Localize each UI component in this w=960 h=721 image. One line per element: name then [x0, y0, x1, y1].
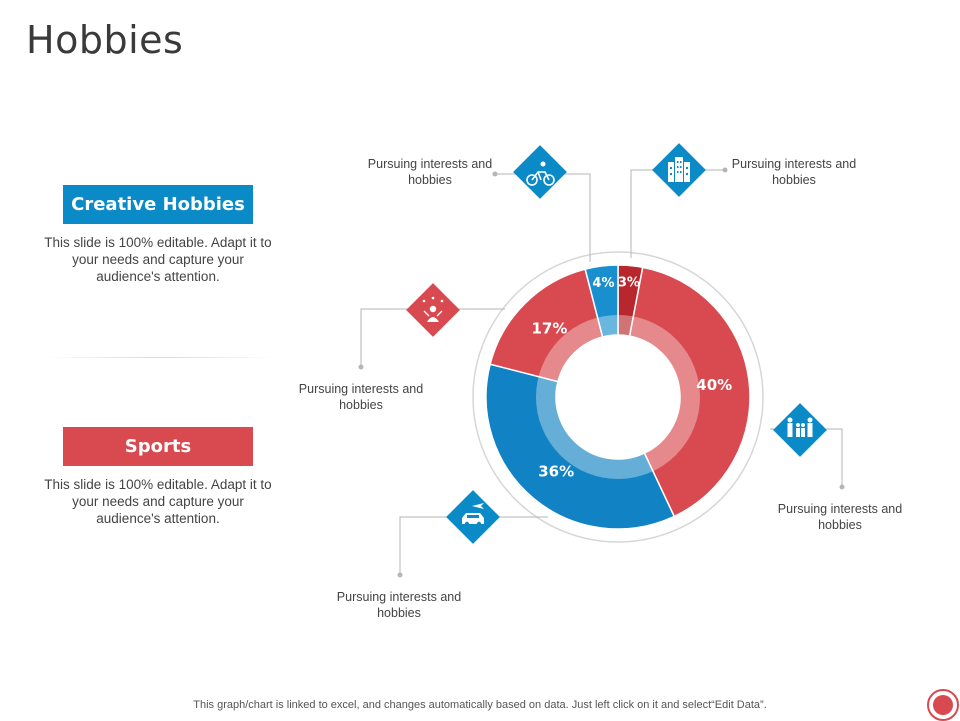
inner-ring [536, 315, 700, 479]
slice-label-0: 3% [618, 276, 640, 291]
slice-label-1: 40% [696, 376, 732, 394]
creative-hobbies-description: This slide is 100% editable. Adapt it to… [44, 235, 272, 284]
callout-cycling: Pursuing interests and hobbies [367, 157, 493, 187]
callout-buildings: Pursuing interests and hobbies [731, 157, 857, 187]
connector-dots [358, 167, 845, 578]
family-icon [773, 403, 827, 457]
footer-note: This graph/chart is linked to excel, and… [193, 699, 767, 711]
slice-label-2: 36% [538, 463, 574, 481]
outer-ring [472, 251, 764, 543]
car-travel-icon [446, 490, 500, 544]
callout-car: Pursuing interests and hobbies [336, 590, 462, 620]
sports-label: Sports [63, 427, 253, 466]
slice-label-4: 4% [592, 276, 614, 291]
donut-hole [556, 335, 680, 459]
corner-logo [927, 689, 959, 721]
creative-hobbies-label: Creative Hobbies [63, 185, 253, 224]
page-title: Hobbies [26, 18, 184, 62]
cycling-icon [513, 145, 567, 199]
juggling-person-icon [406, 283, 460, 337]
sports-description: This slide is 100% editable. Adapt it to… [44, 477, 272, 526]
slice-label-3: 17% [531, 319, 567, 337]
donut-slices [485, 264, 751, 530]
buildings-icon [652, 143, 706, 197]
slice-labels: 3% 40% 36% 17% 4% [531, 276, 732, 481]
divider [45, 357, 275, 358]
callout-family: Pursuing interests and hobbies [777, 502, 903, 532]
callout-juggling: Pursuing interests and hobbies [298, 382, 424, 412]
